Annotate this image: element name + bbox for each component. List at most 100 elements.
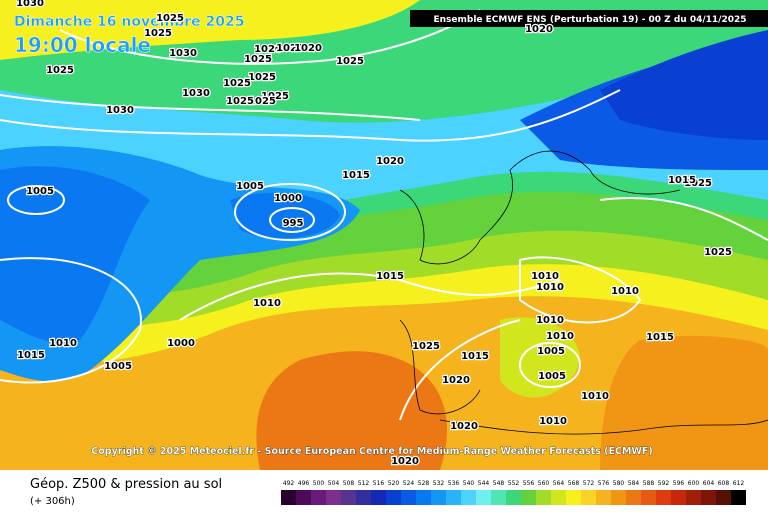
colorbar: 492 496 500 504 508 512 516 520 524 528 532 536 540 5… xyxy=(281,480,746,505)
colorbar-label: 528 xyxy=(418,480,430,487)
isobar-label: 995 xyxy=(283,218,304,229)
isobar-label: 1025 xyxy=(248,96,276,107)
isobar-label: 1025 xyxy=(144,28,172,39)
colorbar-swatch xyxy=(701,490,716,505)
colorbar-label: 552 xyxy=(508,480,520,487)
isobar-label: 1025 xyxy=(704,247,732,258)
colorbar-swatch xyxy=(506,490,521,505)
colorbar-label: 516 xyxy=(373,480,385,487)
isobar-label: 1010 xyxy=(546,331,574,342)
isobar-label: 1025 xyxy=(336,56,364,67)
isobar-label: 1010 xyxy=(253,298,281,309)
isobar-label: 1015 xyxy=(646,332,674,343)
isobar-label: 1020 xyxy=(450,421,478,432)
colorbar-swatch xyxy=(326,490,341,505)
colorbar-label: 548 xyxy=(493,480,505,487)
isobar-label: 1025 xyxy=(684,178,712,189)
colorbar-swatch xyxy=(431,490,446,505)
isobar-label: 1010 xyxy=(611,286,639,297)
isobar-label: 1010 xyxy=(536,315,564,326)
colorbar-swatch xyxy=(521,490,536,505)
colorbar-swatch xyxy=(536,490,551,505)
colorbar-label: 496 xyxy=(298,480,310,487)
colorbar-swatch xyxy=(461,490,476,505)
isobar-label: 1010 xyxy=(531,271,559,282)
colorbar-label: 524 xyxy=(403,480,415,487)
date: Dimanche 16 novembre 2025 xyxy=(14,14,244,30)
isobar-label: 1010 xyxy=(581,391,609,402)
colorbar-swatch xyxy=(386,490,401,505)
colorbar-swatch xyxy=(551,490,566,505)
isobar-label: 1010 xyxy=(539,416,567,427)
footer-title: Géop. Z500 & pression au sol xyxy=(30,477,222,492)
colorbar-label: 500 xyxy=(313,480,325,487)
isobar-label: 1010 xyxy=(536,282,564,293)
colorbar-label: 568 xyxy=(568,480,580,487)
colorbar-label: 608 xyxy=(718,480,730,487)
isobar-label: 1030 xyxy=(16,0,44,9)
colorbar-swatch xyxy=(401,490,416,505)
colorbar-swatch xyxy=(716,490,731,505)
colorbar-swatch xyxy=(281,490,296,505)
colorbar-label: 572 xyxy=(583,480,595,487)
isobar-label: 1025 xyxy=(244,54,272,65)
colorbar-swatch xyxy=(731,490,746,505)
colorbar-swatch xyxy=(296,490,311,505)
colorbar-label: 544 xyxy=(478,480,490,487)
colorbar-swatch xyxy=(341,490,356,505)
colorbar-label: 504 xyxy=(328,480,340,487)
isobar-label: 1025 xyxy=(156,13,184,24)
isobar-label: 1005 xyxy=(538,371,566,382)
colorbar-label: 532 xyxy=(433,480,445,487)
colorbar-label: 564 xyxy=(553,480,565,487)
isobar-label: 1020 xyxy=(525,24,553,35)
isobar-label: 1005 xyxy=(537,346,565,357)
z500-field xyxy=(0,0,768,470)
colorbar-label: 604 xyxy=(703,480,715,487)
colorbar-label: 576 xyxy=(598,480,610,487)
colorbar-label: 600 xyxy=(688,480,700,487)
isobar-label: 1020 xyxy=(294,43,322,54)
isobar-label: 1025 xyxy=(223,78,251,89)
run-info: Ensemble ECMWF ENS (Perturbation 19) - 0… xyxy=(433,15,746,25)
colorbar-swatch xyxy=(476,490,491,505)
isobar-label: 1020 xyxy=(276,43,304,54)
isobar-label: 1015 xyxy=(461,351,489,362)
colorbar-swatch xyxy=(671,490,686,505)
colorbar-swatch xyxy=(566,490,581,505)
isobar-label: 1020 xyxy=(254,44,282,55)
colorbar-swatch xyxy=(491,490,506,505)
isobar-label: 1020 xyxy=(442,375,470,386)
isobar-label: 1010 xyxy=(49,338,77,349)
colorbar-swatch xyxy=(416,490,431,505)
colorbar-swatch xyxy=(611,490,626,505)
colorbar-label: 612 xyxy=(733,480,745,487)
isobar-label: 1005 xyxy=(104,361,132,372)
colorbar-swatch xyxy=(596,490,611,505)
colorbar-swatch xyxy=(356,490,371,505)
colorbar-swatch xyxy=(656,490,671,505)
isobar-label: 1030 xyxy=(169,48,197,59)
time: 19:00 locale xyxy=(14,33,151,57)
colorbar-label: 596 xyxy=(673,480,685,487)
colorbar-label: 508 xyxy=(343,480,355,487)
colorbar-label: 536 xyxy=(448,480,460,487)
footer-lead: (+ 306h) xyxy=(30,496,75,507)
colorbar-label: 512 xyxy=(358,480,370,487)
isobar-label: 1000 xyxy=(274,193,302,204)
colorbar-swatch xyxy=(446,490,461,505)
colorbar-label: 520 xyxy=(388,480,400,487)
colorbar-swatch xyxy=(311,490,326,505)
isobar-label: 1005 xyxy=(236,181,264,192)
run-banner xyxy=(410,10,768,27)
isobar-label: 1025 xyxy=(46,65,74,76)
colorbar-swatch xyxy=(686,490,701,505)
isobar-label: 1025 xyxy=(248,72,276,83)
isobar-label: 1020 xyxy=(376,156,404,167)
isobar-label: 1000 xyxy=(167,338,195,349)
colorbar-label: 584 xyxy=(628,480,640,487)
colorbar-label: 592 xyxy=(658,480,670,487)
isobar-label: 1025 xyxy=(261,91,289,102)
